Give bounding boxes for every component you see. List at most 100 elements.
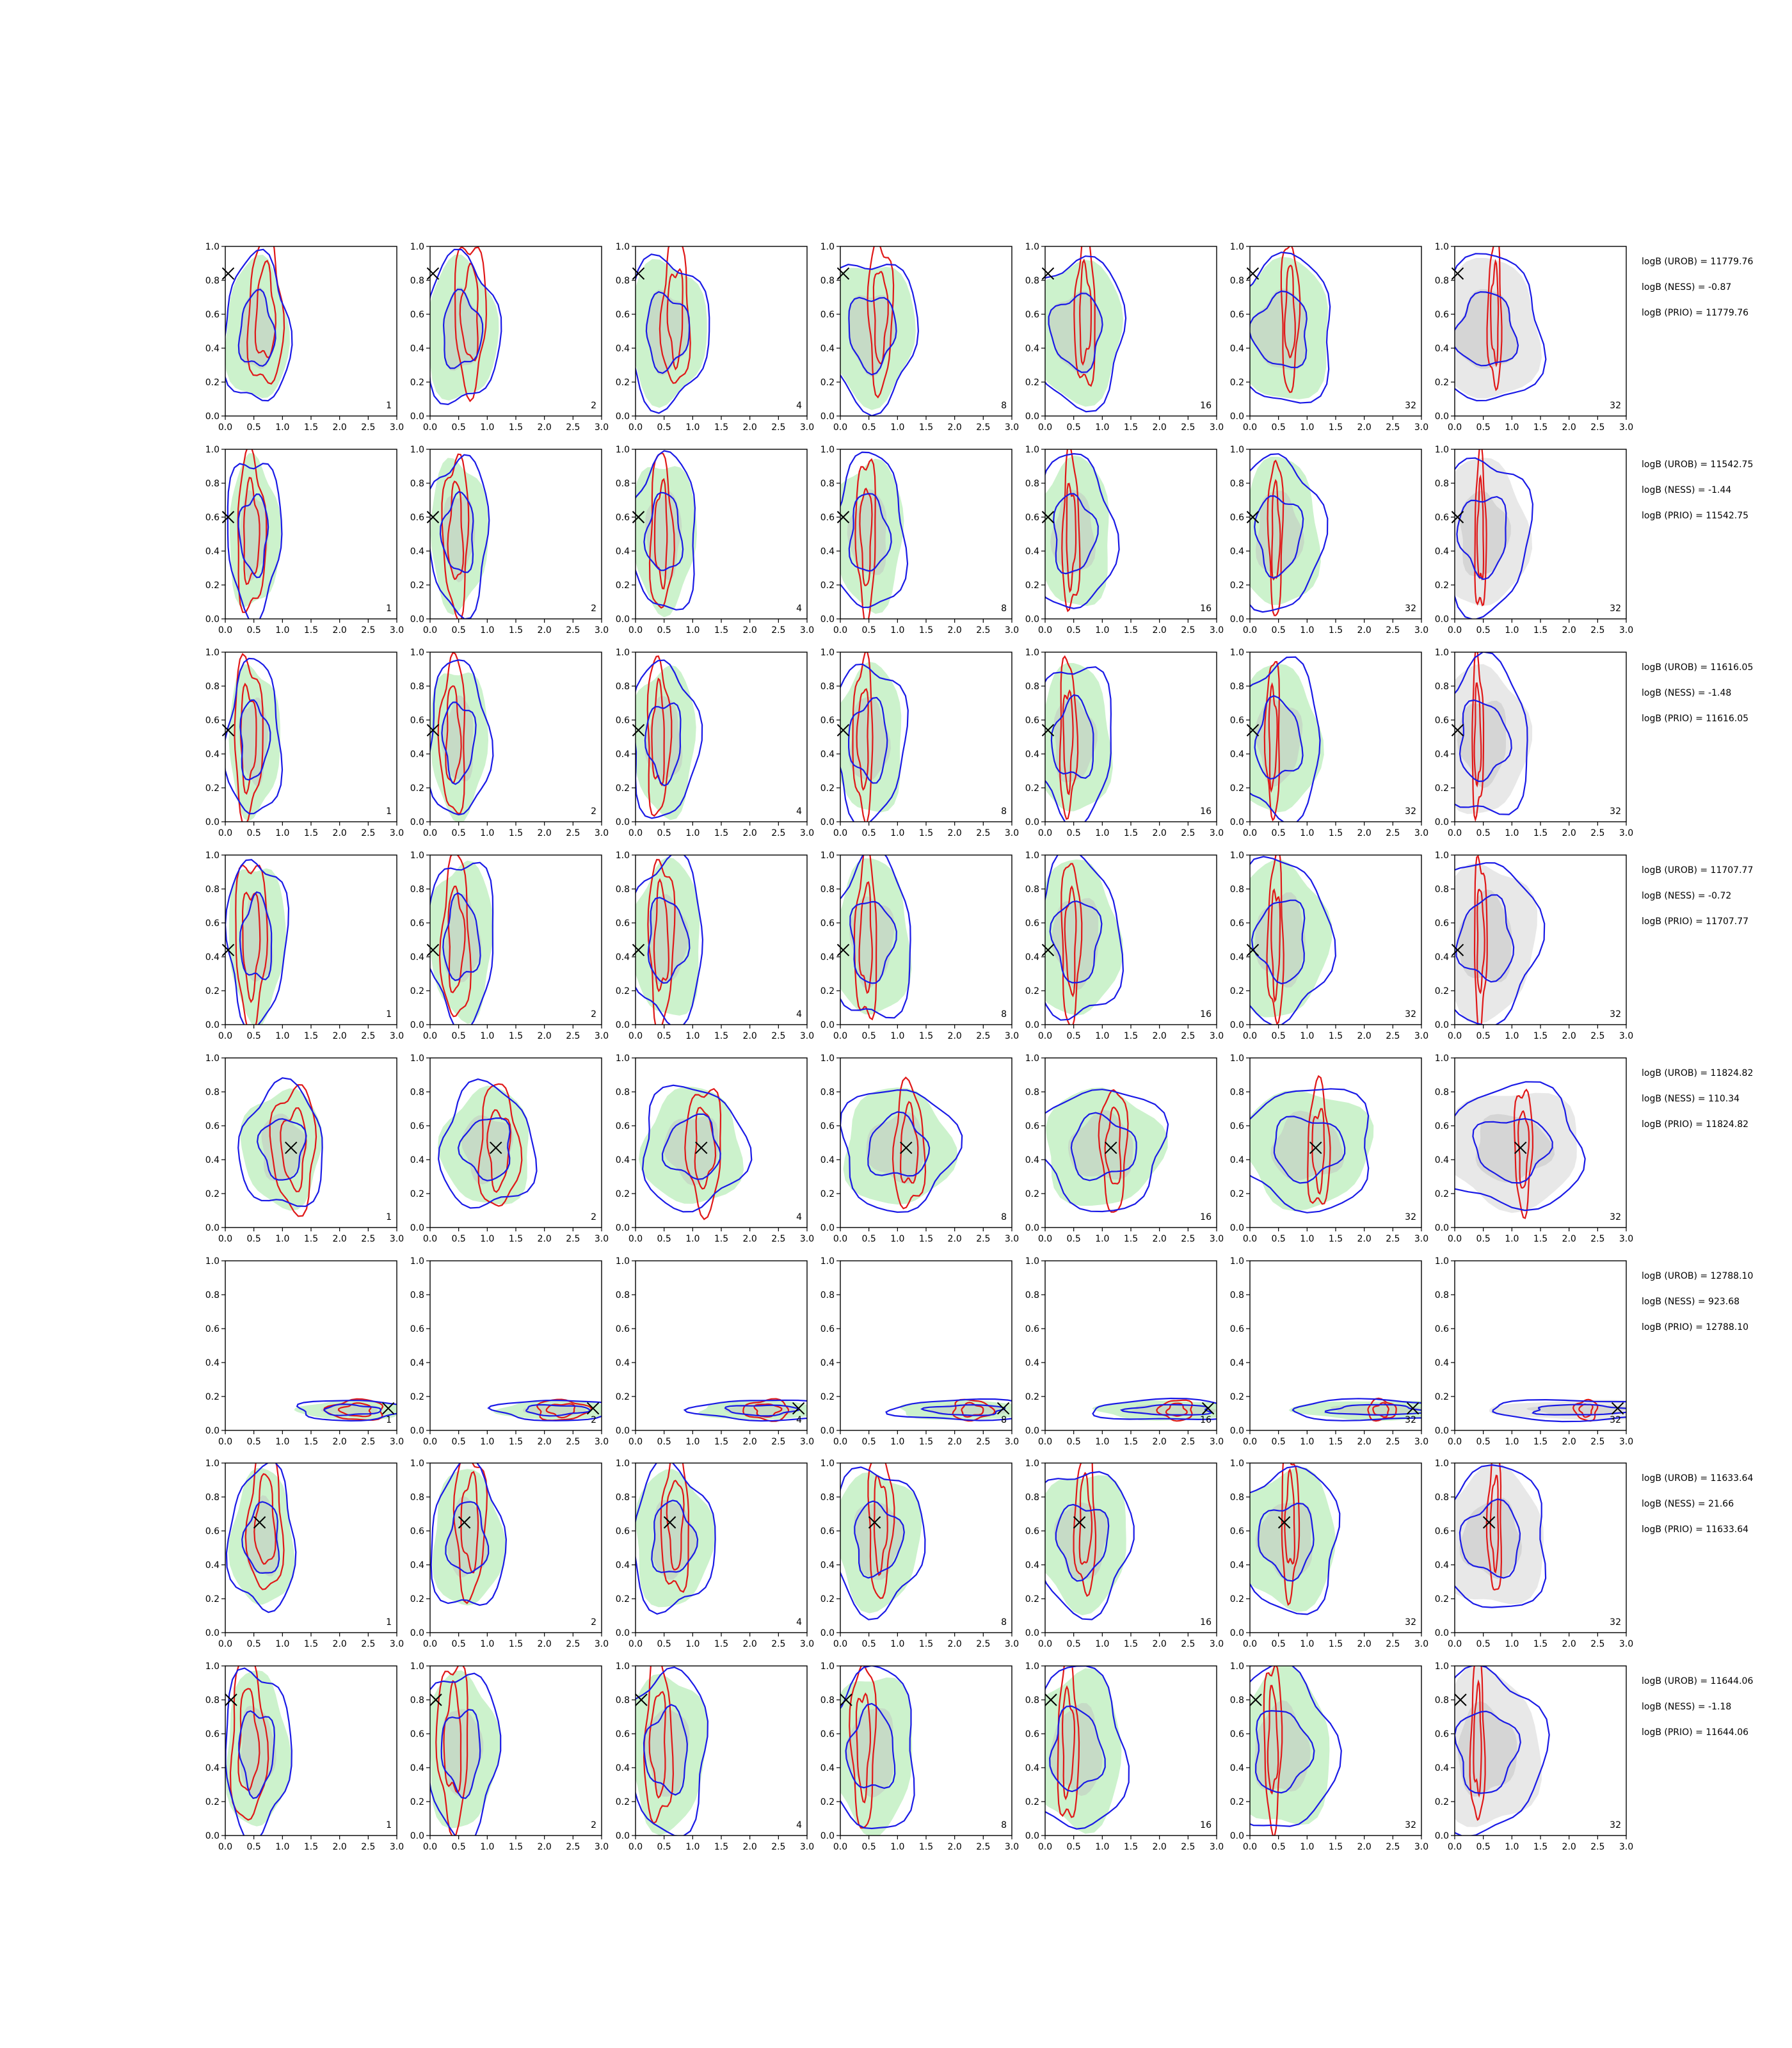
y-tick-label: 0.4 [410,547,424,557]
blue-outer-contour [636,450,696,611]
y-tick-label: 0.0 [1025,1426,1039,1436]
red-outer-contour [867,246,895,399]
panel-number-label: 2 [591,1415,596,1425]
y-tick-label: 0.8 [820,276,835,286]
x-tick-label: 0.0 [423,1234,437,1244]
blue-outer-contour [430,1672,502,1836]
y-tick-label: 0.2 [820,783,835,794]
panel-r2-c4: 0.0 0.5 1.0 1.5 2.0 2.5 3.0 0.0 0.2 0.4 0.6 0.8 1.0 1… [1025,648,1224,838]
x-tick-label: 2.0 [948,1639,962,1649]
red-outer-contour [1266,855,1284,1025]
panel-number-label: 4 [796,1820,802,1830]
y-tick-label: 0.0 [410,1223,424,1233]
x-tick-label: 2.0 [743,422,757,433]
true-value-marker [695,1141,708,1155]
inner-density-fill [442,1709,484,1798]
y-tick-label: 0.2 [1435,1797,1449,1807]
y-tick-label: 0.2 [1230,378,1244,388]
true-value-marker [426,511,440,524]
y-tick-label: 0.6 [820,918,835,929]
panel-r3-c0: 0.0 0.5 1.0 1.5 2.0 2.5 3.0 0.0 0.2 0.4 0.6 0.8 1.0 1 [205,851,404,1041]
y-tick-label: 0.6 [1025,716,1039,726]
outer-density-fill [1250,860,1332,1018]
x-tick-label: 2.0 [538,1842,552,1852]
x-tick-label: 3.0 [595,1437,609,1447]
x-tick-label: 1.5 [509,422,523,433]
x-tick-label: 2.5 [771,1639,785,1649]
red-outer-contour [660,1463,689,1593]
x-tick-label: 1.5 [304,828,318,838]
x-tick-label: 3.0 [1414,1234,1428,1244]
x-tick-label: 2.5 [771,1842,785,1852]
y-tick-label: 1.0 [820,1053,835,1064]
x-tick-label: 0.0 [628,1842,643,1852]
blue-outer-contour [1455,652,1528,815]
panel-number-label: 16 [1200,1009,1212,1020]
outer-density-fill [432,1469,506,1606]
x-tick-label: 0.0 [1243,1437,1257,1447]
x-tick-label: 0.0 [1038,828,1052,838]
blue-outer-contour [840,263,920,416]
y-tick-label: 0.8 [410,1087,424,1098]
x-tick-label: 2.0 [743,828,757,838]
red-inner-contour [1062,689,1074,796]
x-tick-label: 1.0 [275,1437,289,1447]
outer-density-fill [431,672,488,822]
x-tick-label: 1.0 [1300,1234,1314,1244]
y-tick-label: 0.8 [1435,479,1449,489]
x-tick-label: 3.0 [1005,1031,1019,1041]
x-tick-label: 1.5 [304,1437,318,1447]
y-tick-label: 1.0 [205,1459,220,1469]
x-tick-label: 2.0 [538,625,552,636]
red-inner-contour [545,1403,576,1419]
outer-density-fill [636,1674,708,1836]
true-value-marker [1044,1693,1057,1706]
true-value-marker [1246,267,1260,280]
panel-number-label: 4 [796,1617,802,1628]
blue-outer-contour [1045,255,1127,413]
true-value-marker [1309,1141,1322,1155]
blue-inner-contour [1254,694,1304,780]
x-tick-label: 3.0 [1414,1031,1428,1041]
x-tick-label: 1.5 [714,1437,728,1447]
x-tick-label: 0.0 [1448,625,1462,636]
true-value-marker [221,943,235,957]
x-tick-label: 2.0 [1357,1639,1372,1649]
x-tick-label: 2.5 [1386,625,1400,636]
x-tick-label: 0.5 [1272,1234,1286,1244]
x-tick-label: 1.0 [685,1234,700,1244]
blue-outer-contour [430,248,502,406]
outer-density-fill [430,458,488,615]
blue-inner-contour [237,493,269,579]
panel-number-label: 8 [1001,401,1007,411]
y-tick-label: 0.4 [616,749,630,760]
x-tick-label: 1.5 [919,625,933,636]
y-tick-label: 0.6 [1435,1324,1449,1334]
x-tick-label: 3.0 [390,1842,404,1852]
x-tick-label: 0.5 [452,828,466,838]
y-tick-label: 0.4 [820,344,835,354]
x-tick-label: 1.5 [304,1842,318,1852]
x-tick-label: 0.0 [1243,625,1257,636]
true-value-marker [632,943,645,957]
y-tick-label: 0.0 [1025,1223,1039,1233]
y-tick-label: 0.6 [1435,1526,1449,1537]
blue-inner-contour [1459,699,1512,783]
true-value-marker [1073,1516,1086,1529]
y-tick-label: 0.2 [1230,1392,1244,1402]
y-tick-label: 1.0 [616,1053,630,1064]
y-tick-label: 0.8 [1025,1695,1039,1706]
y-tick-label: 0.4 [820,1560,835,1571]
x-tick-label: 0.0 [1038,1437,1052,1447]
x-tick-label: 1.0 [1300,625,1314,636]
y-tick-label: 0.8 [616,884,630,895]
y-tick-label: 0.2 [616,783,630,794]
x-tick-label: 0.5 [1476,625,1491,636]
y-tick-label: 0.8 [616,1290,630,1300]
inner-density-fill [1460,490,1511,577]
x-tick-label: 1.5 [1124,625,1138,636]
y-tick-label: 0.6 [1230,1729,1244,1740]
red-inner-contour [1267,1684,1279,1795]
panel-r7-c1: 0.0 0.5 1.0 1.5 2.0 2.5 3.0 0.0 0.2 0.4 0.6 0.8 1.0 2 [410,1661,609,1852]
x-tick-label: 2.5 [361,828,375,838]
